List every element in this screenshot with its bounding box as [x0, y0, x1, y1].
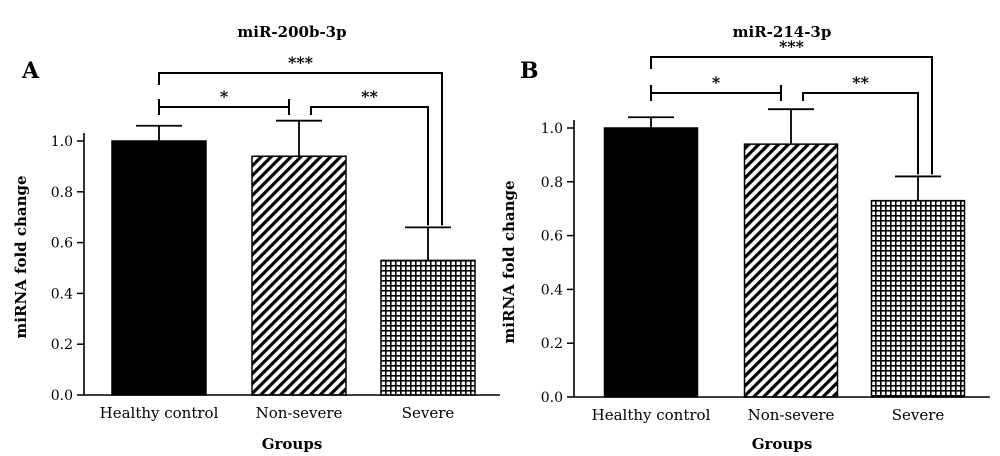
significance-label: ** [852, 73, 869, 92]
bar-non-severe [251, 155, 347, 396]
significance-bracket [158, 72, 443, 226]
panel-a: A miR-200b-3p miRNA fold change Groups 0… [12, 23, 500, 453]
y-tick-label: 0.2 [541, 336, 563, 352]
y-tick-label: 0.2 [51, 337, 73, 353]
significance-label: ** [361, 87, 378, 106]
x-axis-label: Groups [752, 435, 813, 453]
x-tick-label: Non-severe [748, 406, 835, 424]
significance-bracket [650, 85, 782, 101]
significance-label: *** [288, 53, 314, 72]
y-tick-label: 0.0 [541, 390, 563, 406]
y-axis-label: miRNA fold change [500, 180, 518, 343]
chart-title: miR-200b-3p [237, 23, 346, 41]
significance-bracket [158, 99, 290, 115]
x-tick-label: Healthy control [100, 404, 219, 422]
panel-letter: A [21, 58, 40, 84]
panel-letter: B [520, 58, 539, 84]
y-tick-label: 0.4 [541, 282, 563, 298]
y-tick-label: 0.4 [51, 286, 73, 302]
y-tick-label: 0.6 [51, 236, 73, 252]
bar-severe [870, 199, 966, 398]
bar-non-severe [743, 143, 839, 398]
y-tick-label: 1.0 [541, 121, 563, 137]
bar-severe [380, 259, 476, 396]
significance-bracket [650, 56, 933, 175]
significance-bracket [802, 92, 919, 175]
significance-label: *** [779, 37, 805, 56]
y-tick-label: 0.8 [541, 175, 563, 191]
y-axis-label: miRNA fold change [12, 175, 30, 338]
y-tick-label: 0.6 [541, 229, 563, 245]
x-axis-label: Groups [262, 435, 323, 453]
significance-label: * [220, 87, 229, 106]
significance-label: * [712, 73, 721, 92]
x-tick-label: Severe [402, 404, 455, 422]
x-tick-label: Healthy control [592, 406, 711, 424]
bar-healthy-control [111, 140, 207, 396]
y-tick-label: 1.0 [51, 134, 73, 150]
significance-bracket [310, 106, 429, 226]
y-tick-label: 0.0 [51, 388, 73, 404]
bar-healthy-control [603, 127, 699, 398]
chart-title: miR-214-3p [733, 23, 832, 41]
x-tick-label: Severe [892, 406, 945, 424]
y-tick-label: 0.8 [51, 185, 73, 201]
panel-b: B miR-214-3p miRNA fold change Groups 0.… [500, 23, 990, 453]
x-tick-label: Non-severe [256, 404, 343, 422]
